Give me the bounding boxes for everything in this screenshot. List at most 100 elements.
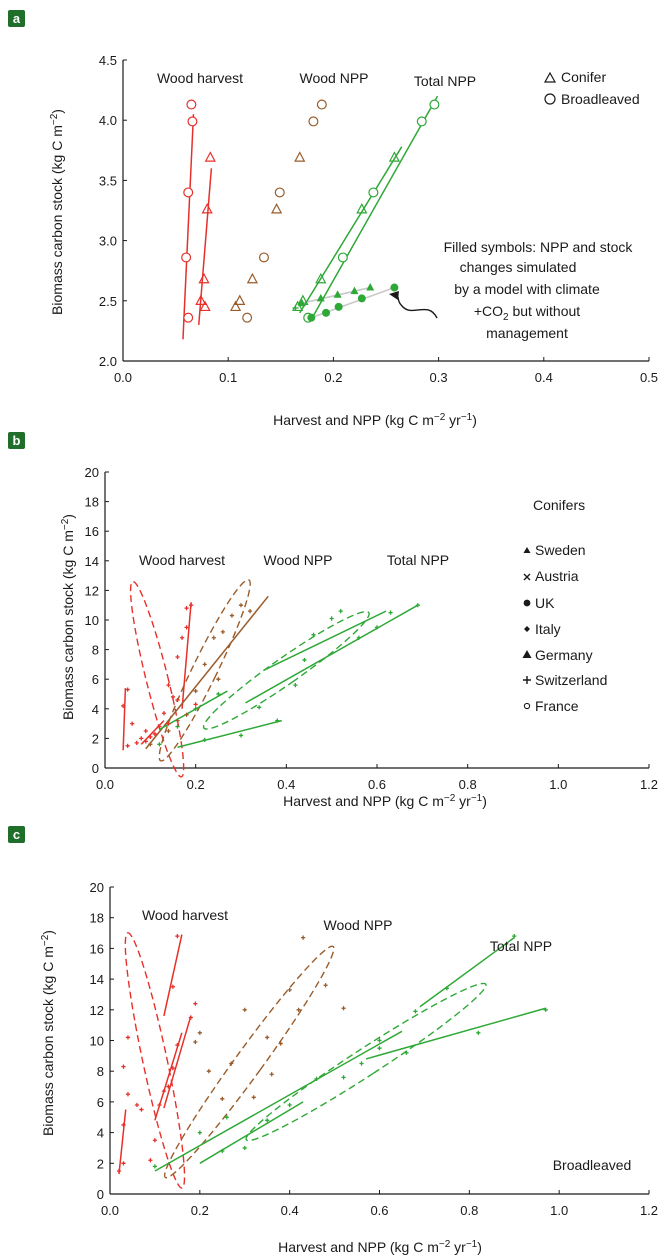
data-point-plus [143, 739, 148, 744]
group-label-wood-npp-c: Wood NPP [324, 917, 393, 933]
panel-c-label: c [8, 826, 25, 843]
data-point-triangle-open [229, 300, 242, 312]
data-point-plus [175, 724, 180, 729]
group-label-total-npp-b: Total NPP [387, 552, 449, 568]
data-point-plus [175, 718, 180, 723]
data-point-plus [184, 712, 189, 717]
data-point-plus [134, 1102, 140, 1108]
data-point-plus [341, 1006, 346, 1011]
y-tick-label: 2.0 [99, 354, 117, 369]
x-tick-label: 0.3 [430, 370, 448, 385]
data-point-plus [543, 1007, 548, 1012]
data-points-c [116, 934, 548, 1174]
data-point-plus [444, 986, 449, 991]
data-point-plus [211, 635, 216, 640]
data-point-plus [388, 610, 393, 615]
cross-marker [523, 573, 531, 581]
data-point-plus [287, 1102, 292, 1108]
data-point-plus [257, 705, 262, 710]
data-point-plus [287, 987, 292, 992]
data-point-circle-open [308, 116, 319, 127]
data-point-plus [220, 1148, 225, 1154]
y-tick-label: 18 [90, 911, 104, 926]
data-point-circle-open [316, 99, 327, 110]
data-point-plus [193, 1001, 198, 1006]
regression-line-harvest [122, 688, 127, 751]
data-point-plus [157, 724, 162, 729]
data-point-circle-open [368, 187, 379, 198]
y-tick-label: 3.0 [99, 234, 117, 249]
data-point-circle-filled [390, 283, 399, 292]
y-tick-label: 14 [85, 554, 99, 569]
data-point-plus [121, 1161, 126, 1166]
group-ellipse-woodnpp [158, 579, 251, 762]
regression-line-harvest [163, 934, 183, 1017]
panel-b-label: b [8, 432, 25, 449]
data-point-plus [193, 706, 198, 711]
data-point-plus [161, 711, 167, 716]
group-ellipse-harvest [129, 580, 185, 778]
data-point-plus [143, 728, 148, 734]
data-point-triangle-open [234, 294, 246, 305]
legend-switzerland: Switzerland [535, 672, 607, 688]
data-point-plus [175, 654, 180, 660]
data-point-plus [512, 934, 517, 939]
data-point-plus [121, 1122, 126, 1128]
svg-text:b: b [13, 433, 21, 448]
data-point-plus [238, 733, 244, 738]
y-tick-label: 2 [97, 1156, 104, 1171]
annotation-arrowhead [389, 291, 399, 300]
regression-line-total [245, 604, 419, 704]
data-point-plus [224, 1115, 229, 1120]
axes-c: 0 2 4 6 8 10 12 14 16 18 20 0.0 0.2 0.4 0.6 0.8 1.0 1.2 [90, 880, 659, 1218]
regression-lines-a [182, 95, 439, 340]
data-point-plus [302, 657, 307, 663]
data-point-plus [166, 1084, 171, 1089]
data-point-plus [377, 1046, 382, 1051]
data-point-triangle-open [204, 151, 216, 162]
data-point-plus [189, 603, 194, 608]
data-point-plus [251, 1095, 256, 1100]
data-point-circle-open [429, 99, 440, 110]
group-label-wood-npp: Wood NPP [300, 70, 369, 86]
data-point-circle-open [242, 312, 253, 323]
y-tick-label: 20 [85, 465, 99, 480]
regression-line-total [365, 1007, 546, 1060]
note-line-4: +CO2 but without [474, 303, 580, 323]
x-tick-label: 0.6 [368, 777, 386, 792]
small-open-circle-marker [523, 702, 531, 710]
regression-line-harvest [181, 602, 192, 709]
y-tick-label: 0 [92, 761, 99, 776]
legend-italy: Italy [535, 621, 561, 637]
note-line-5: management [486, 325, 568, 341]
panel-a: a 2.0 2.5 3.0 3.5 4.0 4.5 0.0 0.1 0.2 0.3 0.4 0.5 W… [8, 10, 658, 428]
regression-lines-c [118, 934, 546, 1175]
legend-b: Conifers Sweden Austria UK Italy Germany… [522, 497, 607, 714]
legend-france: France [535, 698, 579, 714]
legend-broadleaved: Broadleaved [561, 91, 640, 107]
y-tick-label: 2 [92, 731, 99, 746]
data-point-plus [148, 734, 153, 740]
data-point-plus [184, 606, 189, 611]
data-point-plus [148, 1158, 153, 1163]
x-tick-label: 0.2 [324, 370, 342, 385]
data-point-plus [359, 1061, 364, 1066]
y-tick-label: 12 [90, 1003, 104, 1018]
data-point-circle-open [183, 312, 194, 323]
x-tick-label: 0.0 [101, 1203, 119, 1218]
data-point-plus [197, 1130, 202, 1135]
legend-uk: UK [535, 595, 555, 611]
y-tick-label: 16 [90, 941, 104, 956]
triangle-open-marker [543, 71, 557, 83]
data-point-plus [125, 1092, 131, 1097]
data-point-triangle-filled [297, 298, 306, 307]
data-point-circle-filled [322, 308, 331, 317]
data-point-plus [157, 1102, 162, 1108]
group-label-total-npp: Total NPP [414, 73, 476, 89]
data-point-plus [275, 718, 280, 723]
regression-line-total [299, 146, 403, 314]
filled-circle-marker [523, 599, 531, 607]
data-point-circle-open [258, 252, 269, 263]
data-point-plus [125, 687, 130, 692]
data-point-plus [184, 625, 189, 630]
